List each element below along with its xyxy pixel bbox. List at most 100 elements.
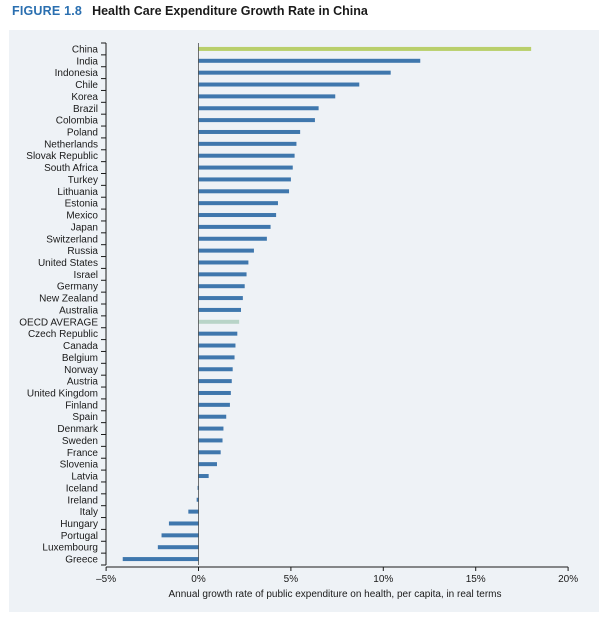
category-label-united-kingdom: United Kingdom	[27, 388, 98, 399]
bar-czech-republic	[198, 331, 238, 336]
category-label-mexico: Mexico	[66, 211, 98, 222]
category-label-italy: Italy	[80, 507, 98, 518]
value-tick-label: 5%	[284, 574, 299, 585]
bar-slovenia	[198, 462, 217, 467]
bar-brazil	[198, 106, 319, 111]
category-label-oecd-average: OECD AVERAGE	[19, 317, 98, 328]
category-label-indonesia: Indonesia	[55, 68, 99, 79]
bar-germany	[198, 284, 245, 289]
category-label-germany: Germany	[57, 282, 98, 293]
category-label-latvia: Latvia	[71, 472, 98, 483]
category-label-israel: Israel	[74, 270, 98, 281]
figure-label: FIGURE 1.8	[12, 4, 83, 18]
category-label-estonia: Estonia	[65, 199, 99, 210]
bar-russia	[198, 248, 254, 253]
category-label-denmark: Denmark	[57, 424, 99, 435]
category-label-india: India	[76, 56, 98, 67]
bar-slovak-republic	[198, 153, 295, 158]
bar-lithuania	[198, 189, 290, 194]
category-label-poland: Poland	[67, 127, 98, 138]
value-tick-label: 10%	[373, 574, 393, 585]
category-label-south-africa: South Africa	[44, 163, 98, 174]
category-label-china: China	[72, 44, 99, 55]
bar-indonesia	[198, 70, 391, 75]
category-label-greece: Greece	[65, 555, 98, 566]
category-label-slovak-republic: Slovak Republic	[26, 151, 98, 162]
chart-panel: China India Indonesia Chile Korea Brazil Colom…	[9, 30, 599, 612]
bar-iceland	[197, 485, 199, 490]
category-label-japan: Japan	[71, 222, 98, 233]
category-label-lithuania: Lithuania	[57, 187, 98, 198]
bar-mexico	[198, 213, 277, 218]
category-label-luxembourg: Luxembourg	[42, 543, 98, 554]
category-label-russia: Russia	[67, 246, 98, 257]
category-label-switzerland: Switzerland	[46, 234, 98, 245]
bar-israel	[198, 272, 247, 277]
bar-finland	[198, 402, 230, 407]
bar-chart: ChinaIndiaIndonesiaChileKoreaBrazilColom…	[19, 42, 578, 600]
bar-japan	[198, 224, 271, 229]
bar-france	[198, 450, 221, 455]
bar-portugal	[161, 533, 199, 538]
figure-header: FIGURE 1.8 Health Care Expenditure Growt…	[12, 4, 368, 24]
category-label-france: France	[67, 448, 99, 459]
category-label-spain: Spain	[72, 412, 98, 423]
value-tick-label: –5%	[96, 574, 116, 585]
category-label-australia: Australia	[59, 305, 98, 316]
bar-turkey	[198, 177, 291, 182]
bar-austria	[198, 379, 232, 384]
category-label-turkey: Turkey	[68, 175, 98, 186]
category-label-united-states: United States	[38, 258, 98, 269]
category-label-korea: Korea	[71, 92, 98, 103]
bar-korea	[198, 94, 336, 99]
category-label-belgium: Belgium	[62, 353, 98, 364]
bar-united-kingdom	[198, 390, 231, 395]
bar-oecd-average	[198, 319, 240, 324]
bar-latvia	[198, 474, 209, 479]
category-label-netherlands: Netherlands	[44, 139, 98, 150]
bar-new-zealand	[198, 296, 243, 301]
bar-ireland	[196, 497, 199, 502]
bar-greece	[122, 557, 199, 562]
category-label-austria: Austria	[67, 377, 99, 388]
category-label-brazil: Brazil	[73, 104, 98, 115]
category-label-norway: Norway	[64, 365, 98, 376]
bar-spain	[198, 414, 227, 419]
bar-sweden	[198, 438, 223, 443]
bar-south-africa	[198, 165, 293, 170]
category-label-portugal: Portugal	[61, 531, 98, 542]
bar-colombia	[198, 118, 315, 123]
category-label-new-zealand: New Zealand	[39, 294, 98, 305]
bar-india	[198, 58, 421, 63]
bar-belgium	[198, 355, 235, 360]
category-label-canada: Canada	[63, 341, 98, 352]
bar-estonia	[198, 201, 278, 206]
figure-title: Health Care Expenditure Growth Rate in C…	[92, 4, 368, 18]
category-label-sweden: Sweden	[62, 436, 98, 447]
x-axis-label: Annual growth rate of public expenditure…	[169, 589, 502, 600]
bar-netherlands	[198, 141, 297, 146]
bar-italy	[188, 509, 199, 514]
bar-norway	[198, 367, 233, 372]
value-tick-label: 20%	[558, 574, 578, 585]
bar-australia	[198, 307, 242, 312]
category-label-chile: Chile	[75, 80, 98, 91]
bar-luxembourg	[157, 545, 199, 550]
category-label-slovenia: Slovenia	[60, 460, 99, 471]
bar-chile	[198, 82, 360, 87]
bar-united-states	[198, 260, 249, 265]
bar-china	[198, 46, 532, 51]
value-tick-label: 0%	[191, 574, 206, 585]
value-tick-label: 15%	[466, 574, 486, 585]
category-label-colombia: Colombia	[56, 116, 99, 127]
category-label-czech-republic: Czech Republic	[28, 329, 98, 340]
bar-canada	[198, 343, 236, 348]
category-label-iceland: Iceland	[66, 483, 98, 494]
category-label-ireland: Ireland	[67, 495, 98, 506]
bar-denmark	[198, 426, 224, 431]
category-label-finland: Finland	[65, 400, 98, 411]
bar-switzerland	[198, 236, 267, 241]
category-label-hungary: Hungary	[60, 519, 98, 530]
bar-poland	[198, 129, 301, 134]
bar-hungary	[168, 521, 199, 526]
